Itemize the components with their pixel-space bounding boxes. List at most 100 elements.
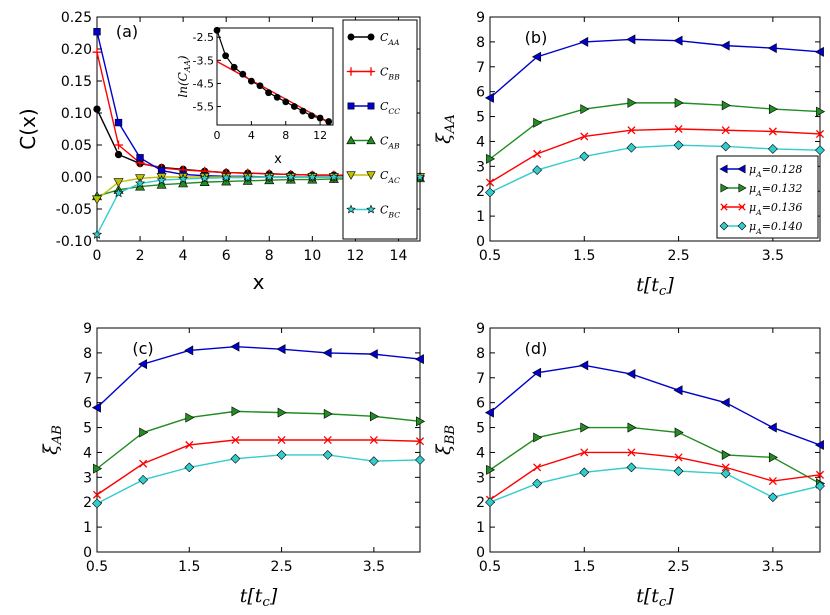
data-point-C_AA <box>114 150 123 159</box>
data-point-μ_A=0.128 <box>673 35 683 46</box>
data-point-μ_A=0.128 <box>532 367 542 378</box>
y-tick-label: 1 <box>83 520 92 536</box>
legend-label-main: μ <box>749 201 756 214</box>
y-tick-label: 0 <box>83 545 92 561</box>
legend-marker <box>366 135 376 145</box>
data-point-μ_A=0.140 <box>720 141 731 152</box>
legend-label-main: C <box>380 100 389 113</box>
legend-marker <box>346 135 356 145</box>
data-point-C_BC <box>156 174 167 185</box>
y-tick-label: 9 <box>476 10 485 26</box>
data-point-μ_A=0.140 <box>138 474 149 485</box>
data-point-μ_A=0.128 <box>720 397 730 408</box>
data-point-μ_A=0.128 <box>673 385 683 396</box>
data-point-C_AB <box>156 179 167 189</box>
y-tick-label: 8 <box>83 346 92 362</box>
data-point-μ_A=0.132 <box>369 411 379 422</box>
y-tick-label: 9 <box>83 321 92 337</box>
legend-marker <box>366 67 376 76</box>
series-line-μ_A=0.132 <box>489 102 821 160</box>
data-point-μ_A=0.128 <box>579 360 589 371</box>
y-axis-label-main: ξ <box>433 443 455 455</box>
y-tick-label: 2 <box>476 495 485 511</box>
y-tick-label: 1 <box>476 520 485 536</box>
inset-x-tick-label: 4 <box>248 129 255 142</box>
x-tick-label: 0 <box>93 248 102 264</box>
y-axis-label-sub: AA <box>443 114 458 135</box>
y-tick-label: 6 <box>83 396 92 412</box>
data-point-C_CC <box>157 166 166 175</box>
x-tick-label: 4 <box>179 248 188 264</box>
axes-frame <box>489 327 821 553</box>
legend-marker <box>719 164 728 174</box>
data-point-μ_A=0.140 <box>579 467 590 478</box>
legend-label-main: μ <box>749 220 756 233</box>
data-point-μ_A=0.128 <box>814 46 824 57</box>
data-point-μ_A=0.136 <box>580 132 589 141</box>
data-point-μ_A=0.136 <box>580 448 589 457</box>
data-point-C_CC <box>114 118 123 127</box>
inset-x-tick-label: 12 <box>313 129 327 142</box>
data-point-μ_A=0.132 <box>486 464 496 475</box>
y-tick-label: -0.10 <box>56 234 92 250</box>
legend-label-sub: CC <box>388 107 400 116</box>
x-tick-label: 14 <box>390 248 408 264</box>
x-tick-label: 2.5 <box>667 248 689 264</box>
x-tick-label: 10 <box>303 248 321 264</box>
legend-marker <box>347 33 355 41</box>
data-point-μ_A=0.132 <box>768 104 778 115</box>
y-tick-label: 0.20 <box>61 42 92 58</box>
inset-data-point <box>282 98 290 106</box>
data-point-μ_A=0.132 <box>768 452 778 463</box>
data-point-μ_A=0.132 <box>627 422 637 433</box>
data-point-μ_A=0.132 <box>139 427 149 438</box>
x-axis-label: t[tc] <box>636 585 674 610</box>
legend-label: CAB <box>380 135 400 151</box>
y-tick-label: 6 <box>476 396 485 412</box>
legend-label-main: C <box>380 135 389 148</box>
series-group <box>484 360 826 508</box>
y-tick-label: 3 <box>83 470 92 486</box>
panel-d: 0.5 1.5 2.5 3.5 0 1 2 3 4 5 6 7 8 9 (d) t[tc] ξBB <box>433 321 826 610</box>
panel-label: (a) <box>116 22 138 41</box>
series-line-μ_A=0.136 <box>489 451 821 501</box>
y-tick-label: 7 <box>83 371 92 387</box>
x-tick-label: 1.5 <box>573 559 595 575</box>
data-point-C_BC <box>199 172 210 183</box>
legend-label: μA=0.132 <box>749 182 802 198</box>
x-tick-label: 2.5 <box>270 559 292 575</box>
data-point-C_AB <box>178 178 189 188</box>
x-axis-label-main: t[t <box>240 585 263 607</box>
data-point-μ_A=0.136 <box>277 435 286 445</box>
y-tick-label: 7 <box>476 371 485 387</box>
inset-x-tick-label: 8 <box>282 129 289 142</box>
data-point-μ_A=0.132 <box>533 432 543 443</box>
legend-marker <box>720 183 729 193</box>
inset-data-point <box>316 114 324 122</box>
x-axis-label-rest: ] <box>665 274 674 296</box>
y-tick-label: 8 <box>476 346 485 362</box>
data-point-μ_A=0.140 <box>815 481 825 491</box>
x-axis-label-main: t[t <box>636 585 659 607</box>
inset-data-point <box>290 103 298 110</box>
data-point-μ_A=0.136 <box>139 459 148 468</box>
x-tick-label: 3.5 <box>762 248 784 264</box>
y-axis-label: C(x) <box>16 108 40 149</box>
inset: 0 4 8 12 -2.5 -3.5 -4.5 -5.5 x ln(CAA) <box>176 26 334 167</box>
data-point-μ_A=0.128 <box>184 345 194 356</box>
data-point-μ_A=0.140 <box>720 468 731 479</box>
legend-box <box>342 19 418 240</box>
data-point-μ_A=0.132 <box>721 449 731 460</box>
inset-data-point <box>325 118 333 125</box>
series-group <box>91 341 426 509</box>
legend-marker <box>346 204 356 214</box>
legend-marker <box>738 203 746 211</box>
data-point-μ_A=0.140 <box>322 450 333 460</box>
inset-fit-line <box>216 60 330 124</box>
legend-label: CBB <box>380 66 400 82</box>
data-point-μ_A=0.132 <box>323 408 333 419</box>
data-point-μ_A=0.140 <box>368 456 379 467</box>
data-point-μ_A=0.132 <box>416 416 426 427</box>
y-tick-label: 0 <box>476 545 485 561</box>
data-point-μ_A=0.128 <box>276 344 286 355</box>
